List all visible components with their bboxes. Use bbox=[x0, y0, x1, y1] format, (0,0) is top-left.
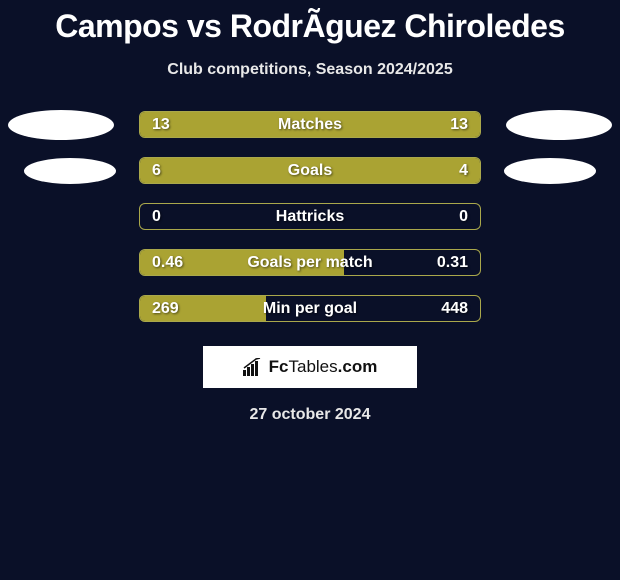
stat-bar: 6 Goals 4 bbox=[139, 157, 481, 184]
stat-value-right: 4 bbox=[459, 162, 468, 180]
stat-bar: 269 Min per goal 448 bbox=[139, 295, 481, 322]
stat-label: Matches bbox=[278, 116, 342, 134]
stat-value-right: 448 bbox=[441, 300, 468, 318]
brand-badge: FcTables.com bbox=[203, 346, 417, 388]
stat-rows: 13 Matches 13 6 Goals 4 0 Hattricks 0 0.46 Goals p… bbox=[0, 111, 620, 322]
stat-value-left: 6 bbox=[152, 162, 161, 180]
stat-value-left: 0.46 bbox=[152, 254, 183, 272]
stat-row: 269 Min per goal 448 bbox=[0, 295, 620, 322]
comparison-infographic: Campos vs RodrÃ­guez Chiroledes Club com… bbox=[0, 0, 620, 580]
date-text: 27 october 2024 bbox=[250, 406, 371, 424]
subtitle: Club competitions, Season 2024/2025 bbox=[167, 61, 452, 79]
brand-suffix: .com bbox=[338, 357, 378, 376]
stat-value-right: 0 bbox=[459, 208, 468, 226]
player-ellipse-left bbox=[24, 158, 116, 184]
player-ellipse-right bbox=[506, 110, 612, 140]
brand-light: Tables bbox=[289, 357, 338, 376]
brand-chart-icon bbox=[243, 358, 265, 376]
stat-bar: 0.46 Goals per match 0.31 bbox=[139, 249, 481, 276]
stat-value-right: 13 bbox=[450, 116, 468, 134]
stat-label: Goals per match bbox=[247, 254, 372, 272]
stat-bar: 0 Hattricks 0 bbox=[139, 203, 481, 230]
brand-bold: Fc bbox=[269, 357, 289, 376]
player-ellipse-left bbox=[8, 110, 114, 140]
stat-row: 0.46 Goals per match 0.31 bbox=[0, 249, 620, 276]
stat-label: Goals bbox=[288, 162, 332, 180]
stat-label: Min per goal bbox=[263, 300, 357, 318]
stat-row: 13 Matches 13 bbox=[0, 111, 620, 138]
player-ellipse-right bbox=[504, 158, 596, 184]
stat-value-left: 269 bbox=[152, 300, 179, 318]
stat-label: Hattricks bbox=[276, 208, 344, 226]
stat-value-left: 0 bbox=[152, 208, 161, 226]
stat-row: 0 Hattricks 0 bbox=[0, 203, 620, 230]
stat-value-right: 0.31 bbox=[437, 254, 468, 272]
brand-text: FcTables.com bbox=[269, 357, 378, 377]
stat-value-left: 13 bbox=[152, 116, 170, 134]
stat-row: 6 Goals 4 bbox=[0, 157, 620, 184]
stat-bar: 13 Matches 13 bbox=[139, 111, 481, 138]
page-title: Campos vs RodrÃ­guez Chiroledes bbox=[55, 8, 565, 45]
